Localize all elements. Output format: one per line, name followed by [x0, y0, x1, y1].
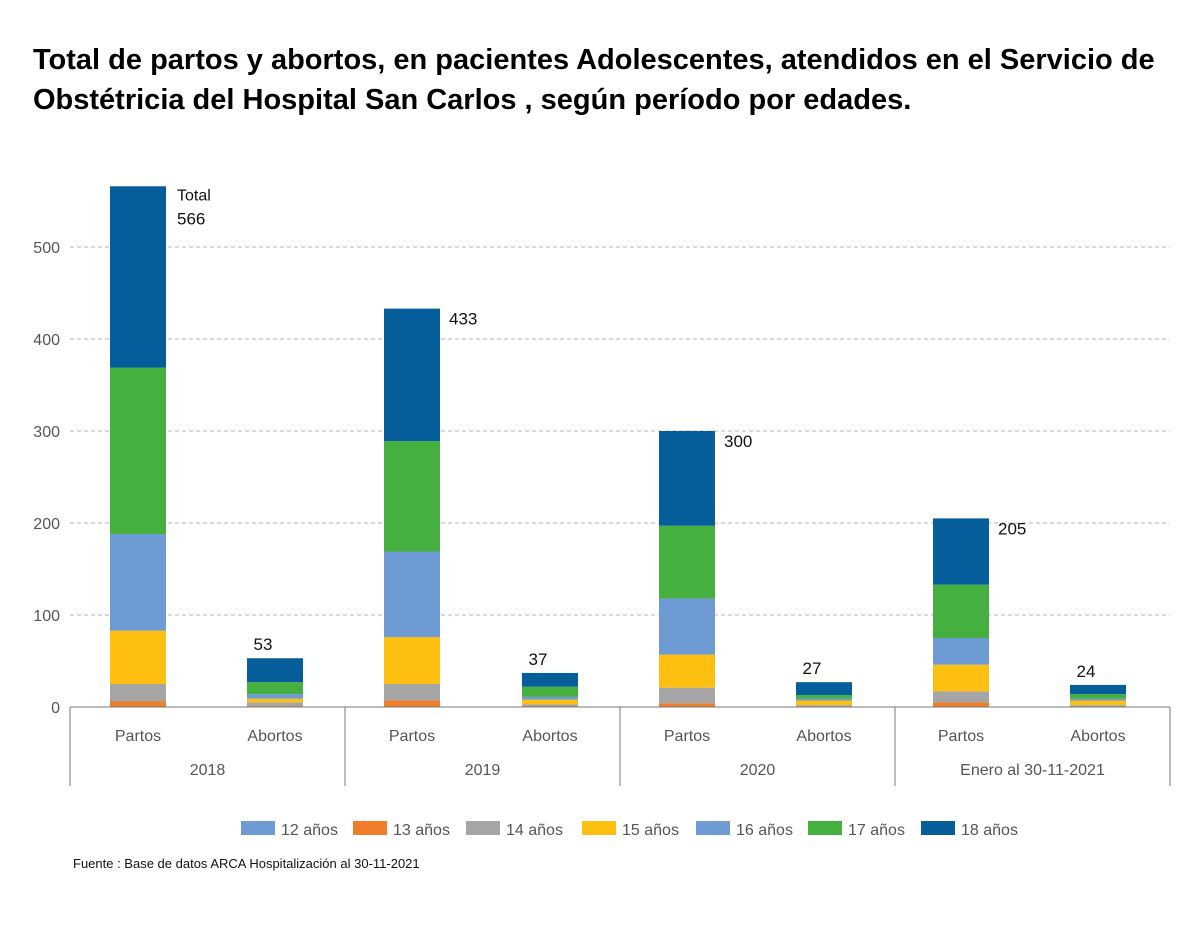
total-label: 433 — [449, 310, 477, 329]
y-tick-label: 100 — [33, 608, 60, 625]
bar-segment — [110, 367, 166, 535]
bar-segment — [384, 684, 440, 701]
category-label: Partos — [389, 728, 435, 745]
bar-segment — [933, 584, 989, 638]
total-label-prefix: Total — [177, 187, 211, 204]
group-label: 2018 — [190, 762, 226, 779]
legend-swatch — [466, 821, 500, 835]
bar-segment — [522, 686, 578, 697]
group-label: Enero al 30-11-2021 — [960, 762, 1105, 779]
bar-segment — [384, 551, 440, 638]
bar-segment — [796, 695, 852, 699]
total-label: 24 — [1077, 662, 1096, 681]
bar-segment — [384, 441, 440, 552]
bar-segment — [247, 698, 303, 703]
legend-swatch — [808, 821, 842, 835]
bar-segment — [247, 702, 303, 707]
bar-segment — [933, 664, 989, 692]
group-label: 2020 — [740, 762, 776, 779]
bar-segment — [659, 431, 715, 526]
bar-segment — [110, 630, 166, 684]
category-label: Abortos — [247, 728, 302, 745]
y-tick-label: 0 — [51, 700, 60, 717]
legend-label: 14 años — [506, 822, 563, 839]
bar-segment — [1070, 700, 1126, 706]
legend-swatch — [921, 821, 955, 835]
bar-segment — [522, 704, 578, 707]
bar-segment — [796, 682, 852, 696]
bar-segment — [659, 525, 715, 599]
total-label: 37 — [529, 650, 548, 669]
bar-segment — [247, 682, 303, 695]
y-tick-label: 200 — [33, 516, 60, 533]
y-tick-label: 500 — [33, 240, 60, 257]
bar-segment — [659, 598, 715, 655]
category-label: Partos — [938, 728, 984, 745]
bar-segment — [247, 694, 303, 699]
bar-segment — [110, 701, 166, 707]
bar-segment — [384, 308, 440, 442]
legend-label: 16 años — [736, 822, 793, 839]
bar-segment — [522, 672, 578, 687]
bar-segment — [522, 696, 578, 700]
bar-segment — [522, 699, 578, 705]
legend-label: 13 años — [393, 822, 450, 839]
legend-swatch — [582, 821, 616, 835]
bar-segment — [1070, 698, 1126, 701]
bar-segment — [659, 654, 715, 688]
category-label: Partos — [115, 728, 161, 745]
bar-segment — [659, 703, 715, 707]
legend-label: 17 años — [848, 822, 905, 839]
bar-segment — [110, 684, 166, 702]
bar-segment — [110, 186, 166, 368]
legend-label: 15 años — [622, 822, 679, 839]
category-label: Partos — [664, 728, 710, 745]
category-label: Abortos — [796, 728, 851, 745]
category-label: Abortos — [522, 728, 577, 745]
total-label: 300 — [724, 432, 752, 451]
bar-segment — [933, 638, 989, 665]
bar-segment — [1070, 705, 1126, 707]
group-label: 2019 — [465, 762, 501, 779]
legend-swatch — [696, 821, 730, 835]
total-label: 205 — [998, 519, 1026, 538]
bar-segment — [1070, 684, 1126, 695]
bar-segment — [796, 698, 852, 701]
bar-segment — [247, 658, 303, 683]
bar-segment — [933, 518, 989, 585]
bar-segment — [384, 637, 440, 684]
bar-segment — [1070, 694, 1126, 699]
category-label: Abortos — [1070, 728, 1125, 745]
bar-segment — [933, 691, 989, 703]
total-label: 566 — [177, 209, 205, 228]
legend-swatch — [353, 821, 387, 835]
bar-segment — [110, 534, 166, 631]
bar-segment — [796, 700, 852, 706]
bar-segment — [796, 705, 852, 707]
bar-segment — [659, 687, 715, 704]
source-note: Fuente : Base de datos ARCA Hospitalizac… — [73, 856, 420, 871]
y-tick-label: 300 — [33, 424, 60, 441]
y-tick-label: 400 — [33, 332, 60, 349]
chart-title: Total de partos y abortos, en pacientes … — [33, 44, 1155, 116]
total-label: 27 — [803, 659, 822, 678]
total-label: 53 — [254, 635, 273, 654]
legend-label: 18 años — [961, 822, 1018, 839]
legend-swatch — [241, 821, 275, 835]
bar-segment — [933, 702, 989, 707]
bar-segment — [384, 700, 440, 707]
legend-label: 12 años — [281, 822, 338, 839]
